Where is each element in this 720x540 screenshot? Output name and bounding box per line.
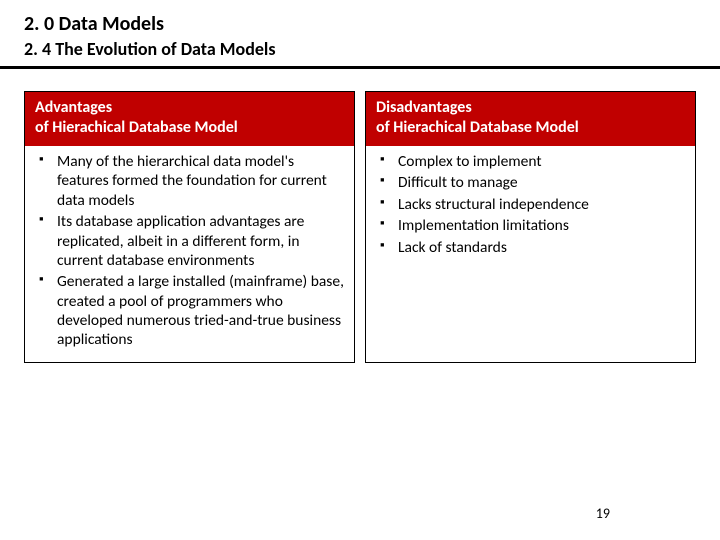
list-item: Complex to implement [376, 152, 685, 171]
disadvantages-header-line1: Disadvantages [376, 98, 472, 117]
section-title: 2. 4 The Evolution of Data Models [24, 38, 696, 60]
list-item: Lack of standards [376, 238, 685, 257]
disadvantages-header: Disadvantages of Hierachical Database Mo… [366, 92, 695, 146]
list-item: Implementation limitations [376, 216, 685, 235]
columns-container: Advantages of Hierachical Database Model… [24, 91, 696, 363]
chapter-title: 2. 0 Data Models [24, 12, 696, 36]
advantages-header-line2: of Hierachical Database Model [35, 118, 238, 137]
disadvantages-header-line2: of Hierachical Database Model [376, 118, 579, 137]
advantages-header: Advantages of Hierachical Database Model [25, 92, 354, 146]
disadvantages-column: Disadvantages of Hierachical Database Mo… [365, 91, 696, 363]
list-item: Lacks structural independence [376, 195, 685, 214]
advantages-body: Many of the hierarchical data model's fe… [25, 146, 354, 362]
page-number: 19 [596, 505, 610, 522]
advantages-list: Many of the hierarchical data model's fe… [35, 152, 344, 350]
list-item: Generated a large installed (mainframe) … [35, 272, 344, 350]
advantages-column: Advantages of Hierachical Database Model… [24, 91, 355, 363]
advantages-header-line1: Advantages [35, 98, 112, 117]
divider-rule [0, 66, 720, 69]
disadvantages-body: Complex to implement Difficult to manage… [366, 146, 695, 269]
list-item: Many of the hierarchical data model's fe… [35, 152, 344, 210]
slide: 2. 0 Data Models 2. 4 The Evolution of D… [0, 0, 720, 540]
list-item: Difficult to manage [376, 173, 685, 192]
list-item: Its database application advantages are … [35, 212, 344, 270]
disadvantages-list: Complex to implement Difficult to manage… [376, 152, 685, 257]
